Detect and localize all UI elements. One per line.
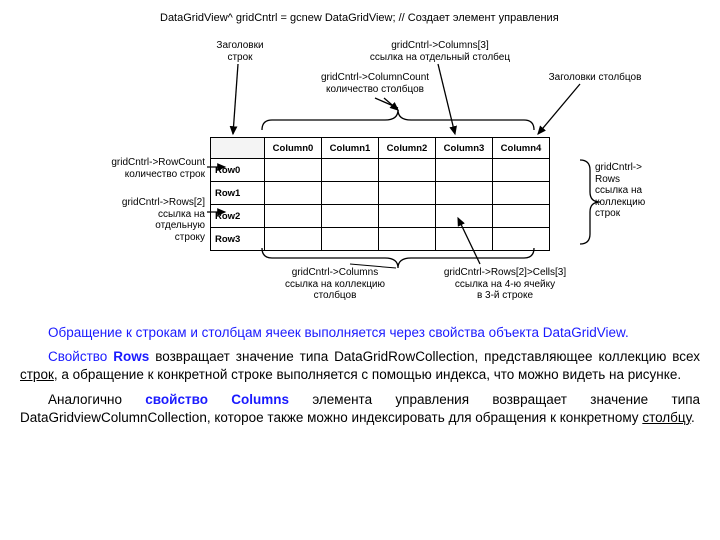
- p1-dgv: DataGridView.: [543, 325, 629, 340]
- p2-e: , а обращение к конкретной строке выполн…: [54, 367, 681, 382]
- p1-text: Обращение к строкам и столбцам ячеек вып…: [48, 325, 543, 340]
- p2-rows: Rows: [113, 349, 149, 364]
- p3-a: Аналогично: [48, 392, 145, 407]
- p3-e: .: [691, 410, 695, 425]
- p2-strok: строк: [20, 367, 54, 382]
- annotation-arrows: [40, 12, 680, 312]
- paragraph-3: Аналогично свойство Columns элемента упр…: [20, 391, 700, 427]
- p3-columns: свойство Columns: [145, 392, 289, 407]
- paragraph-2: Свойство Rows возвращает значение типа D…: [20, 348, 700, 384]
- paragraph-1: Обращение к строкам и столбцам ячеек вып…: [20, 324, 700, 342]
- p3-col: столбцу: [642, 410, 691, 425]
- datagridview-diagram: DataGridView^ gridCntrl = gcnew DataGrid…: [40, 12, 680, 312]
- p2-a: Свойство: [48, 349, 113, 364]
- p2-c: возвращает значение типа DataGridRowColl…: [149, 349, 700, 364]
